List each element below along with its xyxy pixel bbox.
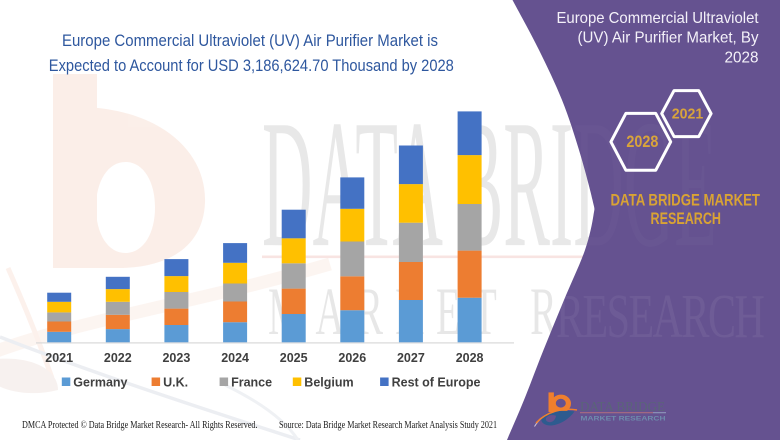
svg-text:2024: 2024 — [221, 351, 249, 365]
svg-text:U.K.: U.K. — [163, 376, 188, 390]
svg-text:2021: 2021 — [45, 351, 73, 365]
svg-text:DMCA Protected © Data Bridge: DMCA Protected © Data Bridge Market Rese… — [22, 420, 258, 431]
svg-text:Europe Commercial Ultraviolet: Europe Commercial Ultraviolet (UV) Air P… — [62, 31, 438, 50]
svg-text:2028: 2028 — [456, 351, 484, 365]
svg-text:2027: 2027 — [397, 351, 425, 365]
svg-text:2028: 2028 — [725, 49, 759, 66]
svg-text:2023: 2023 — [162, 351, 190, 365]
svg-text:MARKET RESEARCH: MARKET RESEARCH — [581, 416, 666, 422]
svg-text:Expected to Account for USD 3,: Expected to Account for USD 3,186,624.70… — [49, 56, 454, 75]
svg-text:Germany: Germany — [73, 376, 127, 390]
svg-text:2025: 2025 — [280, 351, 308, 365]
svg-text:(UV) Air Purifier Market, By: (UV) Air Purifier Market, By — [578, 30, 759, 47]
svg-text:2022: 2022 — [104, 351, 132, 365]
svg-text:France: France — [231, 376, 272, 390]
svg-text:Source: Data Bridge Market Res: Source: Data Bridge Market Research Mark… — [279, 420, 497, 431]
svg-text:Belgium: Belgium — [304, 376, 353, 390]
svg-text:2026: 2026 — [338, 351, 366, 365]
svg-text:RESEARCH: RESEARCH — [556, 281, 764, 352]
svg-text:2028: 2028 — [626, 133, 658, 151]
svg-text:RESEARCH: RESEARCH — [651, 209, 722, 228]
svg-text:2021: 2021 — [672, 106, 704, 123]
svg-text:Rest of Europe: Rest of Europe — [392, 376, 481, 390]
svg-text:DATA BRIDGE: DATA BRIDGE — [580, 399, 665, 414]
svg-text:DATA BRIDGE MARKET: DATA BRIDGE MARKET — [611, 191, 761, 210]
svg-text:Europe Commercial Ultraviolet: Europe Commercial Ultraviolet — [557, 10, 760, 27]
